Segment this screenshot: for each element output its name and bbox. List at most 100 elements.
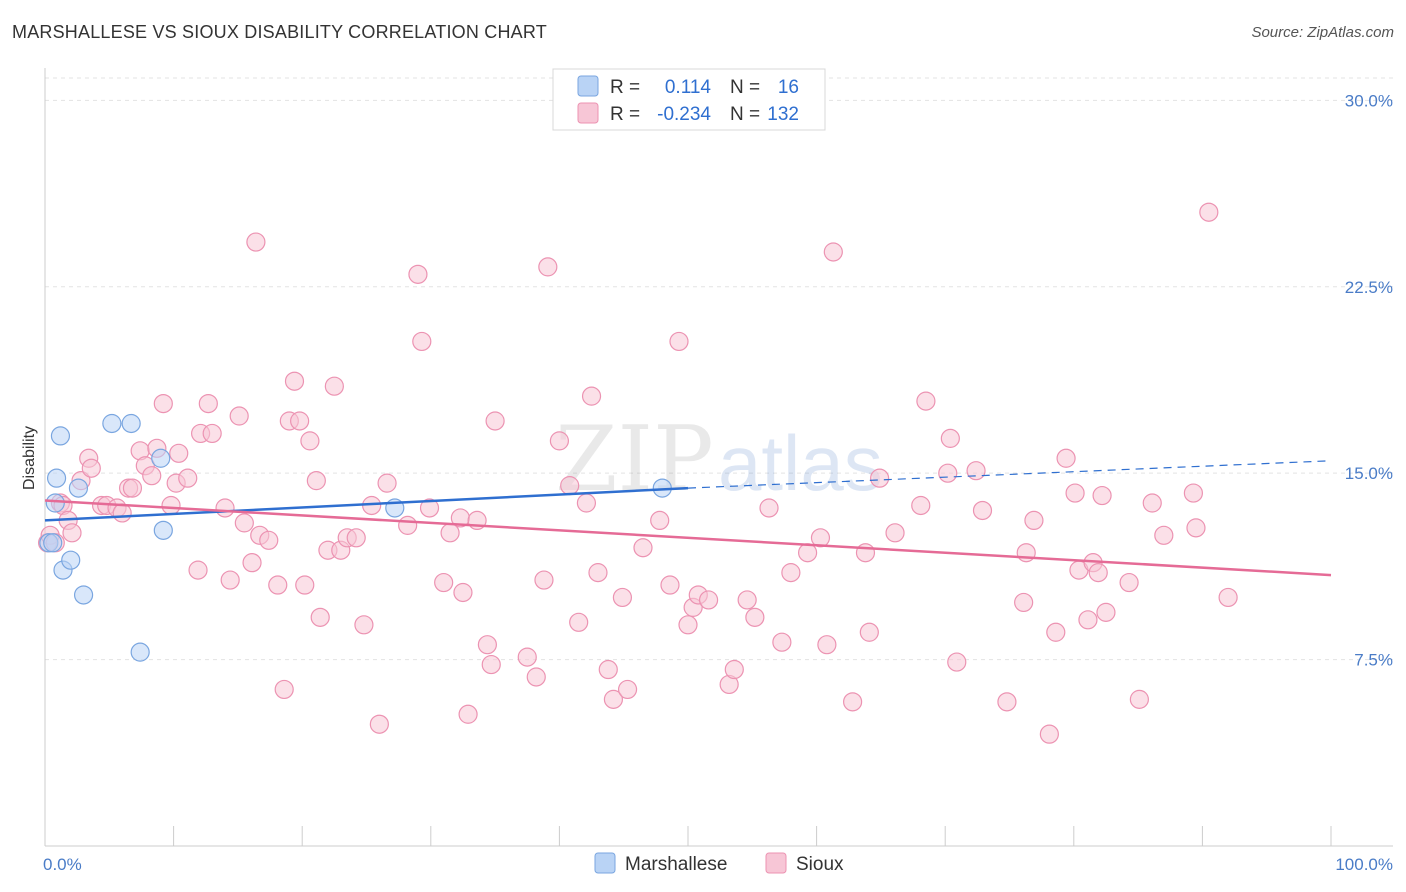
sioux-point-100: [823, 242, 843, 262]
sioux-point-94: [759, 498, 779, 518]
sioux-point-104: [870, 468, 890, 488]
sioux-point-72: [549, 431, 570, 451]
marshallese-point-9: [102, 413, 122, 434]
legend-r-value-2: -0.234: [657, 104, 711, 125]
y-axis-label: Disability: [21, 426, 38, 490]
bottom-legend-swatch-marshallese: [594, 852, 616, 874]
sioux-point-129: [1142, 493, 1162, 513]
sioux-point-132: [1186, 518, 1206, 538]
sioux-point-42: [295, 575, 315, 595]
marshallese-point-12: [151, 448, 171, 468]
sioux-point-122: [1078, 610, 1098, 630]
sioux-point-15: [122, 478, 143, 498]
sioux-point-25: [188, 560, 208, 580]
sioux-point-120: [1065, 483, 1085, 503]
sioux-point-6: [62, 523, 82, 543]
sioux-point-133: [1199, 202, 1219, 222]
sioux-point-56: [408, 264, 428, 284]
sioux-point-53: [369, 714, 389, 734]
legend-swatch-sioux: [577, 102, 599, 124]
sioux-point-70: [534, 570, 554, 590]
sioux-point-126: [1096, 602, 1116, 622]
x-tick-label-1: 100.0%: [1335, 855, 1393, 874]
sioux-point-109: [940, 428, 960, 448]
marshallese-point-13: [153, 520, 173, 540]
sioux-point-62: [453, 582, 473, 603]
bottom-legend: Marshallese Sioux: [594, 852, 844, 875]
y-tick-label-3: 30.0%: [1345, 91, 1393, 110]
marshallese-point-4: [50, 426, 71, 446]
sioux-point-29: [215, 498, 235, 518]
sioux-point-43: [300, 431, 320, 451]
sioux-point-106: [911, 495, 931, 516]
sioux-point-33: [242, 553, 262, 573]
marshallese-point-3: [46, 468, 67, 488]
sioux-point-45: [310, 607, 330, 627]
sioux-point-116: [1024, 510, 1044, 531]
sioux-point-118: [1046, 622, 1066, 642]
sioux-point-119: [1056, 448, 1076, 468]
sioux-point-79: [603, 689, 624, 709]
sioux-point-130: [1154, 525, 1174, 545]
chart-title: MARSHALLESE VS SIOUX DISABILITY CORRELAT…: [12, 22, 547, 42]
sioux-point-67: [481, 654, 501, 675]
sioux-point-86: [678, 615, 698, 635]
sioux-point-99: [817, 635, 837, 655]
sioux-point-68: [517, 647, 537, 667]
legend-swatch-marshallese: [577, 75, 599, 97]
sioux-point-40: [284, 371, 305, 391]
sioux-point-105: [885, 523, 905, 543]
trend-lines: [44, 460, 1332, 577]
marshallese-point-7: [68, 478, 89, 498]
legend-n-value-2: 132: [767, 104, 799, 125]
legend-box: R = 0.114 N = 16 R = -0.234 N = 132: [552, 68, 826, 131]
sioux-point-54: [377, 473, 397, 493]
sioux-point-77: [588, 563, 608, 583]
sioux-point-51: [354, 615, 374, 635]
sioux-point-65: [477, 635, 497, 655]
sioux-point-32: [234, 513, 254, 533]
sioux-point-27: [198, 393, 218, 414]
sioux-point-84: [660, 575, 680, 595]
y-tick-labels: 7.5% 15.0% 22.5% 30.0%: [1345, 91, 1393, 669]
sioux-point-50: [346, 528, 366, 548]
sioux-point-81: [617, 679, 638, 700]
sioux-point-131: [1183, 483, 1203, 503]
sioux-point-108: [938, 463, 958, 483]
sioux-point-97: [797, 543, 818, 563]
sioux-point-80: [612, 587, 633, 608]
sioux-point-20: [153, 393, 173, 414]
sioux-point-18: [142, 466, 162, 486]
bottom-legend-swatch-sioux: [765, 852, 787, 874]
sioux-point-37: [268, 575, 288, 595]
sioux-point-23: [169, 443, 189, 463]
sioux-point-34: [246, 232, 266, 252]
sioux-point-101: [843, 692, 863, 712]
sioux-point-63: [458, 704, 478, 724]
sioux-point-9: [81, 458, 101, 478]
legend-r-label-1: R =: [610, 77, 640, 98]
sioux-trend-line: [44, 499, 1332, 577]
y-tick-label-1: 15.0%: [1345, 464, 1393, 483]
legend-n-value-1: 16: [778, 77, 799, 98]
x-tick-label-0: 0.0%: [43, 855, 82, 874]
grid-lines: [45, 77, 1393, 661]
axes: [44, 68, 1393, 847]
sioux-point-95: [772, 632, 792, 652]
sioux-point-59: [434, 572, 454, 593]
sioux-point-75: [576, 493, 597, 513]
sioux-point-44: [306, 471, 326, 491]
sioux-point-78: [598, 659, 618, 680]
sioux-point-66: [485, 411, 505, 431]
marshallese-trend-extension: [687, 460, 1332, 489]
sioux-point-125: [1092, 485, 1112, 506]
watermark-zip: ZIP: [555, 407, 714, 512]
sioux-point-117: [1039, 724, 1059, 744]
legend-r-label-2: R =: [610, 104, 640, 125]
sioux-point-112: [972, 500, 993, 521]
source-label: Source: ZipAtlas.com: [1251, 24, 1394, 41]
sioux-point-69: [526, 667, 546, 687]
sioux-point-28: [202, 423, 222, 444]
sioux-point-128: [1129, 689, 1149, 709]
